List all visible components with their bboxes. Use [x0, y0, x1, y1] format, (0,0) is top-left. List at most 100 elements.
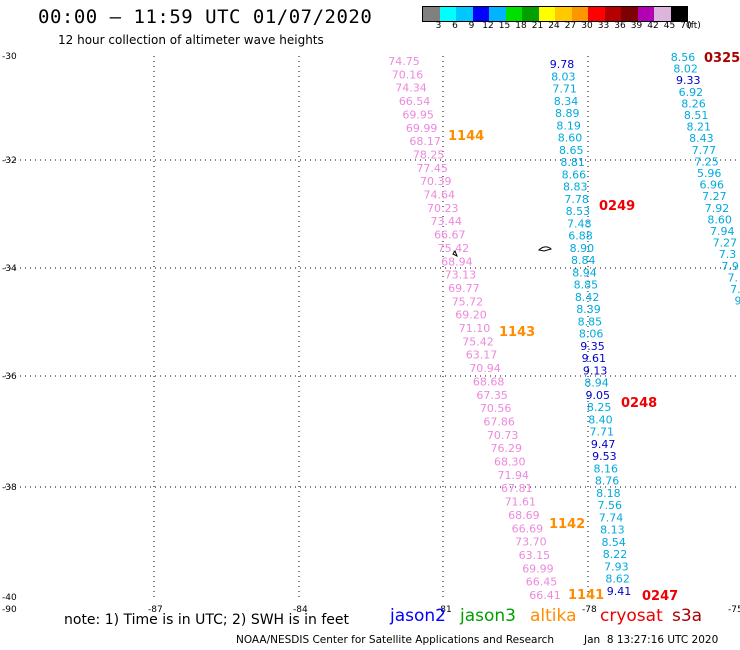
pass-times: 1144 1143 1142 1141 0249 0248 0247 0325 [448, 51, 740, 604]
wave-height-value: 7.92 [705, 202, 730, 215]
wave-height-value: 8.34 [554, 95, 579, 108]
wave-height-value: 73.13 [445, 269, 477, 282]
wave-height-value: 67.81 [501, 482, 533, 495]
wave-height-value: 75.72 [452, 295, 484, 308]
pass-time: 0325 [704, 51, 740, 66]
wave-height-value: 8.81 [560, 156, 585, 169]
wave-height-value: 7.25 [694, 155, 719, 168]
color-legend [422, 6, 688, 22]
wave-height-value: 68.94 [441, 255, 473, 268]
wave-height-value: 7. [728, 271, 739, 284]
wave-height-value: 8.94 [584, 377, 609, 390]
wave-height-value: 6.96 [700, 179, 725, 192]
wave-height-value: 8.13 [600, 524, 625, 537]
wave-height-value: 8.06 [579, 328, 604, 341]
satellite-label-jason3: jason3 [460, 606, 516, 626]
wave-height-value: 8.54 [601, 536, 626, 549]
wave-height-value: 7.56 [597, 499, 622, 512]
wave-height-value: 7.71 [552, 83, 577, 96]
wave-height-value: 8.25 [587, 401, 612, 414]
wave-height-value: 8.42 [575, 291, 600, 304]
wave-height-value: 69.20 [455, 309, 487, 322]
lat-label: -34 [2, 264, 17, 274]
lon-label: -87 [148, 605, 163, 615]
wave-height-value: 8.02 [673, 63, 698, 76]
wave-height-value: 9.47 [591, 438, 616, 451]
island-shape [537, 246, 552, 252]
lat-label: -30 [2, 52, 17, 62]
pass-time: 0247 [642, 589, 678, 604]
lon-label: -84 [293, 605, 308, 615]
wave-height-value: 70.56 [480, 402, 512, 415]
legend-tick: 9 [468, 21, 475, 31]
legend-tick: 45 [663, 21, 676, 31]
wave-height-value: 63.15 [519, 549, 551, 562]
wave-height-value: 8.76 [595, 475, 620, 488]
wave-height-value: 77.45 [416, 162, 448, 175]
legend-tick: 33 [597, 21, 610, 31]
wave-height-value: 78.25 [413, 148, 445, 161]
wave-height-value: 9.05 [586, 389, 611, 402]
wave-height-value: 9.41 [607, 585, 632, 598]
legend-swatch [588, 7, 605, 21]
cryosat-track-a: 9.788.037.718.348.898.198.608.658.818.66… [550, 58, 632, 598]
altika-track: 74.7570.1674.3466.5469.9569.9968.1778.25… [388, 55, 561, 602]
page-subtitle: 12 hour collection of altimeter wave hei… [58, 33, 324, 47]
pass-time: 1143 [499, 325, 535, 340]
legend-swatch [456, 7, 473, 21]
wave-height-value: 8.26 [681, 97, 706, 110]
pass-time: 0249 [599, 199, 635, 214]
wave-height-value: 8.53 [566, 205, 591, 218]
legend-swatch [522, 7, 539, 21]
wave-height-value: 6.92 [679, 86, 704, 99]
legend-tick: 15 [498, 21, 511, 31]
satellite-label-cryosat: cryosat [600, 606, 663, 626]
legend-swatch [571, 7, 588, 21]
legend-tick: 70 [680, 21, 692, 31]
legend-swatch [637, 7, 654, 21]
legend-swatch [555, 7, 572, 21]
wave-height-value: 8.83 [563, 181, 588, 194]
legend-ticks: 3 6 9 12 15 18 21 24 27 30 33 36 39 42 45 70 (ft) [422, 21, 740, 33]
wave-height-value: 8.18 [596, 487, 621, 500]
wave-height-value: 70.23 [427, 202, 459, 215]
wave-height-value: 66.67 [434, 229, 466, 242]
wave-height-value: 9.53 [592, 450, 617, 463]
wave-height-value: 7.9 [721, 260, 739, 273]
legend-swatch [439, 7, 456, 21]
lat-label: -38 [2, 483, 17, 493]
wave-height-value: 8.85 [578, 315, 603, 328]
lon-label: -81 [437, 605, 452, 615]
pass-time: 1144 [448, 129, 484, 144]
wave-height-value: 7. [730, 283, 740, 296]
wave-height-value: 9.35 [580, 340, 605, 353]
generated-timestamp: Jan 8 13:27:16 UTC 2020 [584, 634, 719, 646]
wave-height-value: 9.33 [676, 74, 701, 87]
wave-height-value: 9 [735, 295, 740, 308]
wave-height-value: 67.35 [476, 389, 508, 402]
wave-height-value: 8.19 [556, 119, 581, 132]
wave-height-value: 8.90 [570, 242, 595, 255]
wave-height-value: 8.85 [574, 279, 599, 292]
page-title: 00:00 – 11:59 UTC 01/07/2020 [38, 6, 373, 28]
axis-labels: -30 -32 -34 -36 -38 -40 -90 -87 -84 -81 -78 -75 [2, 52, 740, 615]
wave-height-value: 9.78 [550, 58, 575, 71]
wave-height-value: 8.66 [562, 168, 587, 181]
lat-label: -32 [2, 156, 17, 166]
legend-tick: 36 [614, 21, 626, 31]
wave-height-value: 8.43 [689, 132, 714, 145]
wave-height-value: 5.96 [697, 167, 722, 180]
wave-height-value: 8.16 [593, 462, 618, 475]
wave-height-value: 7.78 [564, 193, 589, 206]
wave-height-value: 70.73 [487, 429, 519, 442]
wave-height-value: 7.74 [599, 511, 624, 524]
wave-height-value: 8.21 [686, 121, 711, 134]
cryosat-track-b: 8.568.029.336.928.268.518.218.437.777.25… [671, 51, 740, 308]
lat-label: -40 [2, 593, 17, 603]
wave-height-value: 9.13 [583, 364, 608, 377]
wave-height-value: 68.69 [508, 509, 540, 522]
island-outline [452, 246, 552, 258]
lon-label: -75 [728, 605, 740, 615]
map-grid [5, 56, 736, 597]
